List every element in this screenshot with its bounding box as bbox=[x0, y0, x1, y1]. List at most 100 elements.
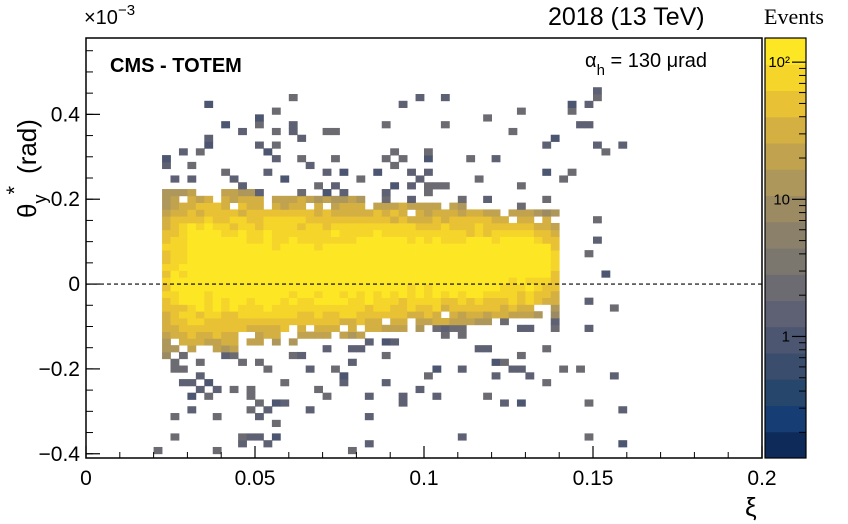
heatmap-cell bbox=[364, 304, 374, 312]
heatmap-cell bbox=[204, 297, 214, 305]
heatmap-cell bbox=[415, 324, 425, 332]
heatmap-cell bbox=[466, 236, 476, 244]
heatmap-cell bbox=[525, 229, 535, 237]
heatmap-cell bbox=[322, 345, 332, 353]
heatmap-cell bbox=[550, 243, 560, 251]
heatmap-cell bbox=[440, 270, 450, 278]
heatmap-cell bbox=[246, 338, 256, 346]
heatmap-cell bbox=[356, 202, 366, 210]
heatmap-cell bbox=[221, 290, 231, 299]
heatmap-cell bbox=[390, 236, 400, 244]
heatmap-cell bbox=[390, 243, 400, 251]
heatmap-cell bbox=[331, 311, 340, 319]
heatmap-cell bbox=[381, 297, 391, 305]
heatmap-cell bbox=[280, 263, 290, 271]
heatmap-cell bbox=[221, 351, 231, 360]
heatmap-cell bbox=[280, 290, 290, 299]
heatmap-cell bbox=[381, 284, 391, 292]
heatmap-cell bbox=[212, 263, 222, 271]
heatmap-cell bbox=[424, 311, 433, 319]
heatmap-cell bbox=[221, 338, 231, 346]
heatmap-cell bbox=[474, 229, 484, 237]
heatmap-cell bbox=[550, 236, 560, 244]
heatmap-cell bbox=[407, 222, 416, 231]
heatmap-cell bbox=[263, 331, 273, 339]
heatmap-cell bbox=[305, 250, 315, 258]
heatmap-cell bbox=[373, 297, 383, 305]
heatmap-cell bbox=[466, 263, 476, 271]
heatmap-cell bbox=[390, 161, 400, 170]
heatmap-cell bbox=[178, 277, 188, 285]
heatmap-cell bbox=[364, 413, 374, 421]
heatmap-cell bbox=[195, 263, 205, 271]
heatmap-cell bbox=[424, 216, 433, 224]
heatmap-cell bbox=[457, 236, 467, 244]
heatmap-cell bbox=[288, 216, 298, 224]
heatmap-cell bbox=[297, 189, 307, 197]
heatmap-cell bbox=[500, 263, 509, 271]
heatmap-cell bbox=[195, 290, 205, 299]
heatmap-cell bbox=[483, 290, 492, 299]
heatmap-cell bbox=[255, 297, 264, 305]
heatmap-cell bbox=[474, 304, 484, 312]
heatmap-cell bbox=[229, 216, 239, 224]
heatmap-cell bbox=[491, 290, 501, 299]
heatmap-cell bbox=[221, 216, 231, 224]
heatmap-cell bbox=[331, 324, 340, 332]
heatmap-cell bbox=[255, 338, 264, 346]
heatmap-cell bbox=[432, 202, 442, 210]
heatmap-cell bbox=[466, 311, 476, 319]
heatmap-cell bbox=[297, 290, 307, 299]
heatmap-cell bbox=[331, 250, 340, 258]
heatmap-cell bbox=[483, 392, 492, 400]
heatmap-cell bbox=[415, 236, 425, 244]
heatmap-cell bbox=[187, 256, 197, 265]
heatmap-cell bbox=[322, 222, 332, 231]
heatmap-cell bbox=[542, 345, 552, 353]
heatmap-cell bbox=[255, 236, 264, 244]
heatmap-cell bbox=[491, 277, 501, 285]
heatmap-cell bbox=[483, 209, 492, 217]
heatmap-cell bbox=[542, 250, 552, 258]
heatmap-cell bbox=[508, 209, 518, 217]
heatmap-cell bbox=[381, 236, 391, 244]
heatmap-cell bbox=[533, 277, 543, 285]
heatmap-cell bbox=[440, 209, 450, 217]
heatmap-cell bbox=[170, 263, 180, 271]
heatmap-cell bbox=[542, 270, 552, 278]
heatmap-cell bbox=[550, 250, 560, 258]
heatmap-cell bbox=[356, 284, 366, 292]
heatmap-cell bbox=[424, 284, 433, 292]
heatmap-cell bbox=[347, 331, 357, 339]
heatmap-cell bbox=[516, 277, 526, 285]
heatmap-cell bbox=[457, 277, 467, 285]
heatmap-cell bbox=[212, 270, 222, 278]
heatmap-cell bbox=[483, 318, 492, 326]
heatmap-cell bbox=[263, 270, 273, 278]
heatmap-cell bbox=[559, 175, 569, 183]
colorbar-tick-label: 1 bbox=[782, 328, 790, 345]
heatmap-cell bbox=[255, 277, 264, 285]
heatmap-cell bbox=[500, 229, 509, 237]
heatmap-cell bbox=[297, 155, 307, 163]
heatmap-cell bbox=[305, 256, 315, 265]
heatmap-cell bbox=[178, 270, 188, 278]
heatmap-cell bbox=[204, 134, 214, 142]
heatmap-cell bbox=[508, 365, 518, 373]
heatmap-cell bbox=[474, 216, 484, 224]
heatmap-cell bbox=[381, 311, 391, 319]
heatmap-cell bbox=[204, 338, 214, 346]
heatmap-cell bbox=[449, 297, 459, 305]
heatmap-cell bbox=[398, 155, 408, 163]
heatmap-cell bbox=[178, 202, 188, 210]
heatmap-cell bbox=[246, 195, 256, 204]
colorbar-ticks: 1 10 10² bbox=[768, 54, 806, 433]
heatmap-cell bbox=[508, 256, 518, 265]
heatmap-cell bbox=[440, 263, 450, 271]
heatmap-cell bbox=[440, 121, 450, 129]
heatmap-cell bbox=[195, 250, 205, 258]
heatmap-cell bbox=[381, 229, 391, 237]
heatmap-cell bbox=[516, 216, 526, 224]
heatmap-cell bbox=[305, 318, 315, 326]
